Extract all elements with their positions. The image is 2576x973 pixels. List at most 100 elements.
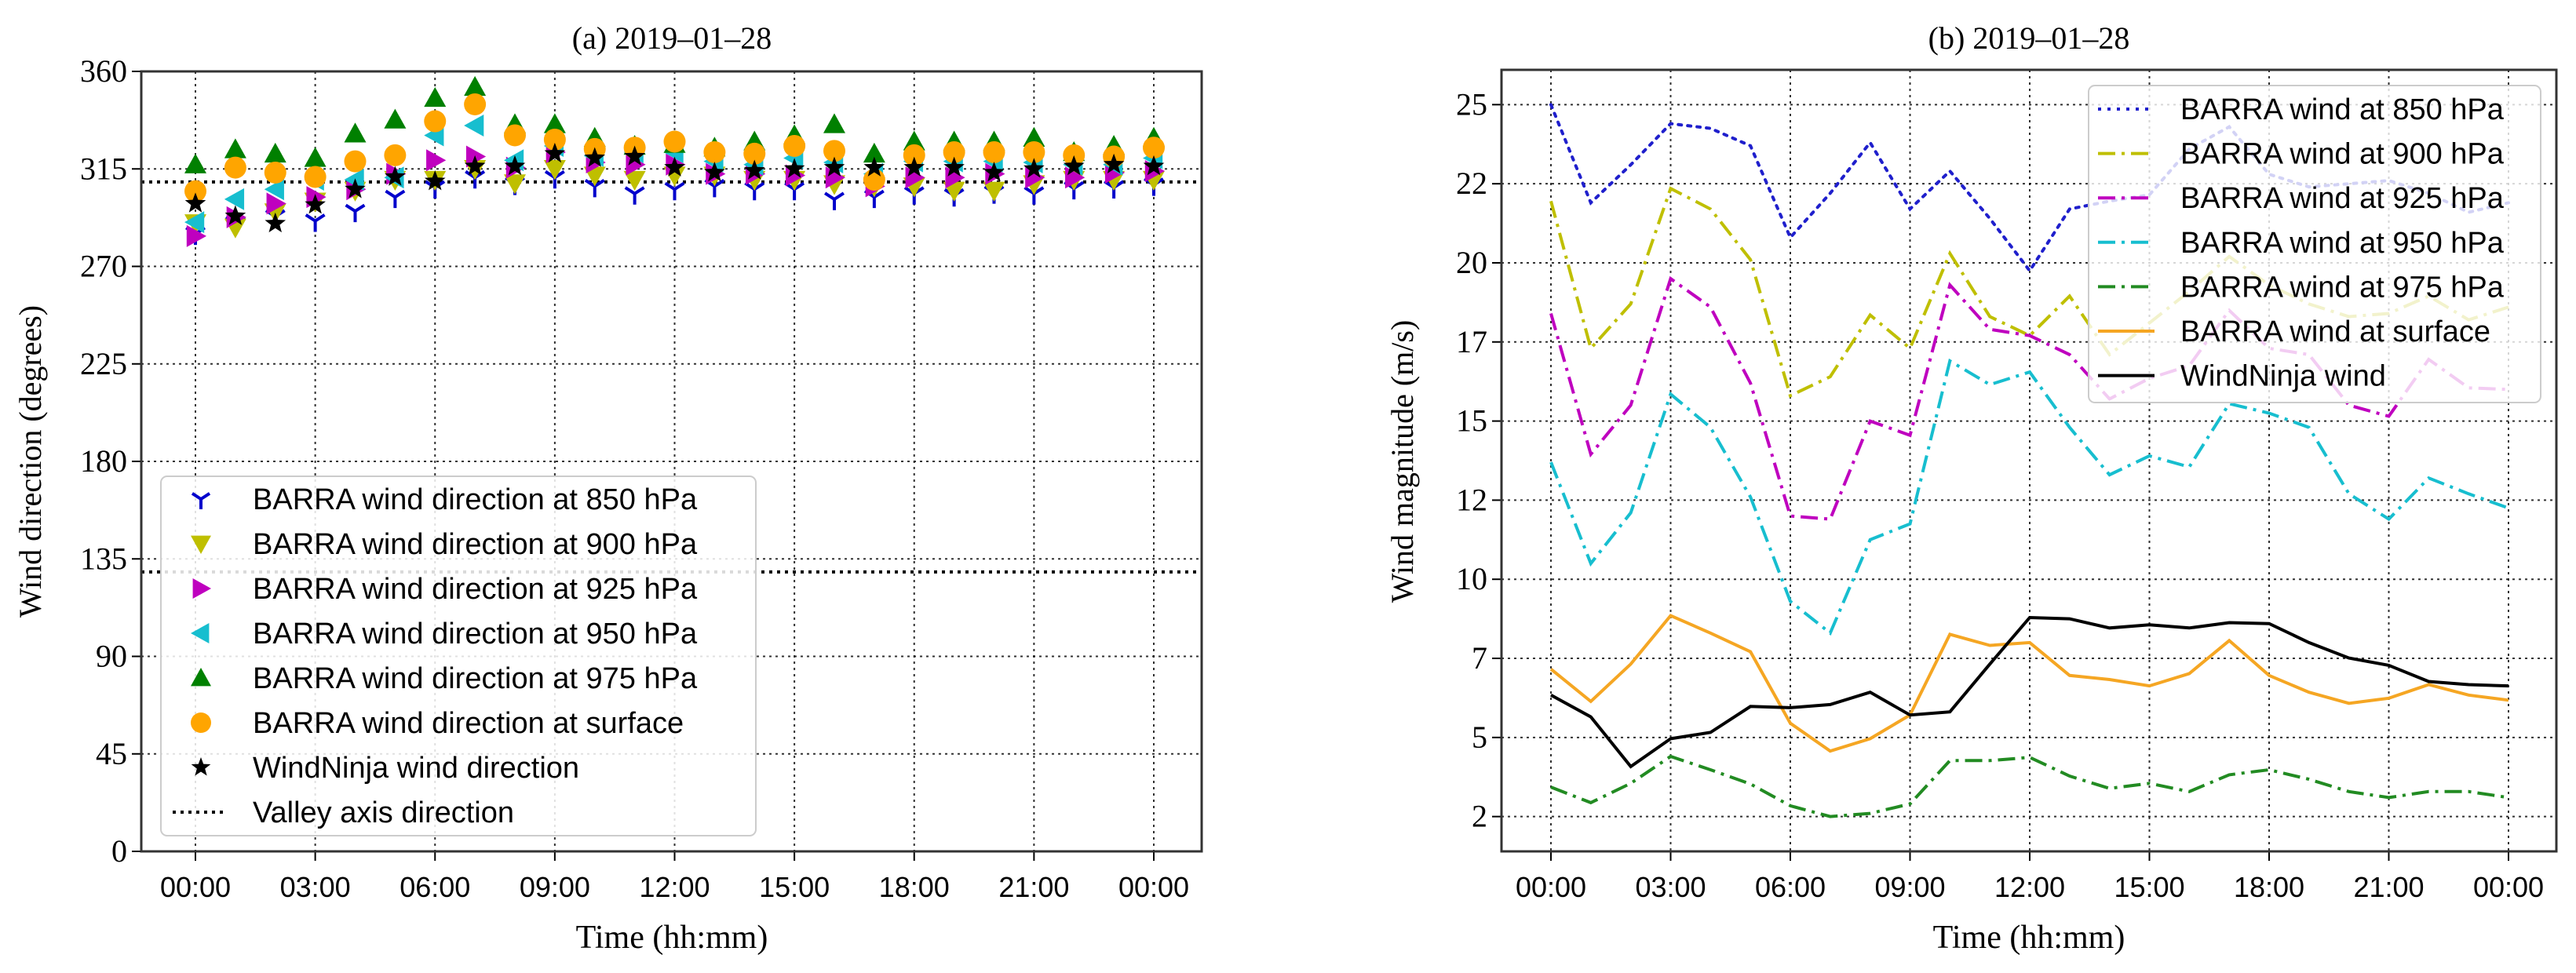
plot-frame bbox=[140, 70, 1203, 853]
legend-box bbox=[160, 476, 757, 836]
legend-label: BARRA wind at 850 hPa bbox=[2180, 93, 2505, 126]
data-point bbox=[584, 178, 605, 198]
data-point bbox=[1023, 158, 1045, 178]
y-tick-label: 2 bbox=[1472, 799, 1487, 834]
data-point bbox=[424, 169, 446, 191]
data-point bbox=[504, 174, 526, 195]
y-tick-label: 270 bbox=[80, 249, 127, 284]
legend-label: WindNinja wind bbox=[2180, 360, 2386, 393]
series-line bbox=[1549, 275, 2509, 521]
data-point bbox=[504, 124, 526, 147]
series-line bbox=[1549, 614, 2509, 753]
x-tick-label: 09:00 bbox=[520, 871, 590, 903]
series-star bbox=[184, 142, 1165, 233]
data-point bbox=[305, 194, 326, 214]
x-tick-label: 15:00 bbox=[2114, 871, 2184, 903]
legend-box bbox=[2088, 85, 2541, 403]
data-point bbox=[943, 140, 965, 163]
chart-wind-direction: (a) 2019–01–28 Wind direction (degrees) … bbox=[13, 20, 1203, 903]
legend-label: BARRA wind direction at 925 hPa bbox=[253, 573, 698, 606]
data-point bbox=[384, 108, 407, 129]
legend-marker bbox=[191, 712, 211, 733]
legend-label: BARRA wind at 900 hPa bbox=[2180, 138, 2505, 171]
data-point bbox=[1023, 140, 1045, 163]
y-tick-label: 360 bbox=[80, 53, 127, 89]
data-point bbox=[385, 166, 406, 186]
data-point bbox=[983, 181, 1005, 202]
x-tick-label: 06:00 bbox=[400, 871, 470, 903]
data-point bbox=[1023, 186, 1045, 205]
legend-marker bbox=[191, 757, 211, 776]
data-point bbox=[1063, 144, 1085, 166]
legend-marker bbox=[192, 578, 211, 599]
data-point bbox=[304, 166, 327, 188]
x-tick-label: 06:00 bbox=[1755, 871, 1826, 903]
x-tick-label: 21:00 bbox=[2353, 871, 2424, 903]
data-point bbox=[224, 156, 246, 179]
data-point bbox=[344, 122, 367, 143]
y-tick-label: 15 bbox=[1456, 403, 1487, 439]
legend-label: Valley axis direction bbox=[253, 796, 514, 829]
chart-b-title: (b) 2019–01–28 bbox=[1928, 20, 2130, 56]
data-point bbox=[464, 115, 484, 137]
x-tick-label: 03:00 bbox=[1635, 871, 1706, 903]
data-point bbox=[1143, 155, 1165, 176]
x-tick-label: 00:00 bbox=[1118, 871, 1189, 903]
data-point bbox=[743, 142, 766, 165]
y-tick-label: 25 bbox=[1456, 86, 1487, 122]
data-point bbox=[224, 188, 245, 210]
data-point bbox=[783, 134, 806, 157]
data-point bbox=[543, 113, 566, 133]
data-point bbox=[1063, 155, 1085, 176]
data-point bbox=[184, 153, 206, 173]
y-tick-label: 0 bbox=[111, 833, 127, 869]
legend-marker bbox=[191, 623, 210, 643]
data-point bbox=[863, 156, 885, 177]
y-tick-label: 12 bbox=[1456, 482, 1487, 517]
data-point bbox=[344, 150, 367, 173]
data-point bbox=[224, 205, 246, 225]
data-point bbox=[624, 186, 645, 205]
chart-wind-magnitude: (b) 2019–01–28 Wind magnitude (m/s) 00:0… bbox=[1385, 20, 2558, 903]
data-point bbox=[903, 156, 925, 177]
y-tick-label: 135 bbox=[80, 541, 127, 576]
x-tick-label: 21:00 bbox=[998, 871, 1069, 903]
x-tick-label: 00:00 bbox=[160, 871, 231, 903]
data-point bbox=[384, 144, 407, 166]
legend-label: BARRA wind direction at 975 hPa bbox=[253, 662, 698, 695]
data-point bbox=[903, 130, 925, 151]
x-tick-label: 15:00 bbox=[759, 871, 830, 903]
data-point bbox=[504, 155, 526, 176]
y-tick-label: 17 bbox=[1456, 324, 1487, 359]
data-point bbox=[544, 142, 566, 163]
y-tick-label: 225 bbox=[80, 346, 127, 381]
data-point bbox=[543, 128, 566, 151]
legend: BARRA wind direction at 850 hPa BARRA win… bbox=[160, 476, 757, 836]
data-point bbox=[664, 156, 685, 177]
y-tick-label: 20 bbox=[1456, 245, 1487, 280]
data-point bbox=[943, 156, 965, 177]
data-point bbox=[184, 180, 206, 202]
data-point bbox=[583, 166, 606, 187]
data-point bbox=[385, 189, 406, 209]
data-point bbox=[663, 130, 686, 153]
x-tick-label: 00:00 bbox=[1516, 871, 1586, 903]
data-point bbox=[743, 159, 765, 180]
chart-b-ylabel: Wind magnitude (m/s) bbox=[1385, 320, 1420, 603]
series-line bbox=[1550, 615, 2509, 769]
data-point bbox=[1143, 137, 1165, 159]
series-line bbox=[1549, 103, 2510, 274]
data-point bbox=[543, 160, 566, 180]
x-tick-label: 18:00 bbox=[879, 871, 950, 903]
data-point bbox=[264, 142, 286, 163]
legend-label: BARRA wind direction at surface bbox=[253, 707, 684, 740]
y-tick-label: 180 bbox=[80, 443, 127, 479]
data-point bbox=[863, 142, 885, 163]
legend-label: BARRA wind at 950 hPa bbox=[2180, 227, 2505, 260]
data-point bbox=[305, 213, 326, 232]
x-tick-label: 12:00 bbox=[1994, 871, 2065, 903]
data-point bbox=[344, 169, 364, 191]
data-point bbox=[823, 113, 845, 133]
data-point bbox=[264, 178, 284, 201]
data-point bbox=[464, 75, 487, 97]
